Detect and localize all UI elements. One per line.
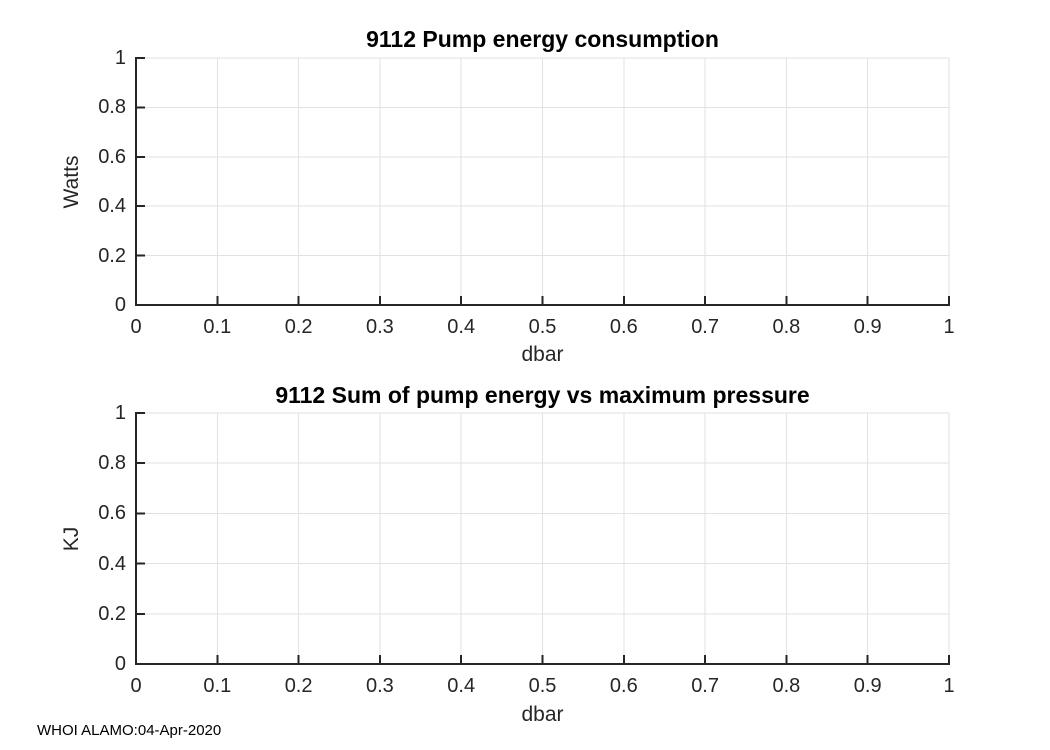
y-tick-label: 0.2	[98, 244, 126, 267]
y-tick-label: 0	[114, 294, 126, 316]
y-tick-label: 0.6	[98, 145, 126, 168]
x-tick-label: 0.1	[203, 316, 232, 338]
x-tick-label: 0.6	[609, 316, 638, 338]
x-tick-label: 0	[130, 316, 142, 338]
x-tick-label: 0.9	[853, 675, 882, 697]
x-tick-label: 0.9	[853, 316, 882, 338]
x-tick-label: 0.8	[772, 675, 801, 697]
chart-title: 9112 Pump energy consumption	[366, 26, 719, 52]
y-tick-label: 1	[114, 402, 126, 424]
plot-area	[135, 57, 950, 306]
x-tick-label: 0.8	[772, 316, 801, 338]
y-tick-label: 0.6	[98, 502, 126, 525]
y-tick-label: 0.4	[98, 552, 126, 575]
x-tick-label: 0.5	[528, 316, 557, 338]
x-tick-label: 0.7	[691, 316, 719, 338]
x-tick-label: 0.2	[284, 675, 313, 697]
chart-title: 9112 Sum of pump energy vs maximum press…	[275, 382, 810, 408]
x-axis-label: dbar	[521, 343, 564, 366]
figure-footer-annotation: WHOI ALAMO:04-Apr-2020	[37, 722, 222, 739]
x-tick-label: 0.6	[609, 675, 638, 697]
y-tick-label: 0	[114, 653, 126, 675]
x-tick-label: 0	[130, 675, 142, 697]
y-axis-label: KJ	[60, 526, 83, 551]
y-tick-label: 1	[114, 47, 126, 69]
y-tick-label: 0.2	[98, 602, 126, 625]
x-tick-label: 0.3	[365, 316, 394, 338]
x-tick-label: 1	[943, 316, 955, 338]
y-tick-label: 0.8	[98, 96, 126, 119]
x-tick-label: 0.5	[528, 675, 557, 697]
x-tick-label: 0.4	[447, 316, 476, 338]
x-tick-label: 0.1	[203, 675, 232, 697]
x-tick-label: 0.2	[284, 316, 313, 338]
x-axis-label: dbar	[521, 703, 564, 726]
x-tick-label: 0.4	[447, 675, 476, 697]
x-tick-label: 1	[943, 675, 955, 697]
y-tick-label: 0.4	[98, 195, 126, 218]
x-tick-label: 0.7	[691, 675, 719, 697]
x-tick-label: 0.3	[365, 675, 394, 697]
y-tick-label: 0.8	[98, 452, 126, 475]
plot-area	[135, 412, 950, 665]
